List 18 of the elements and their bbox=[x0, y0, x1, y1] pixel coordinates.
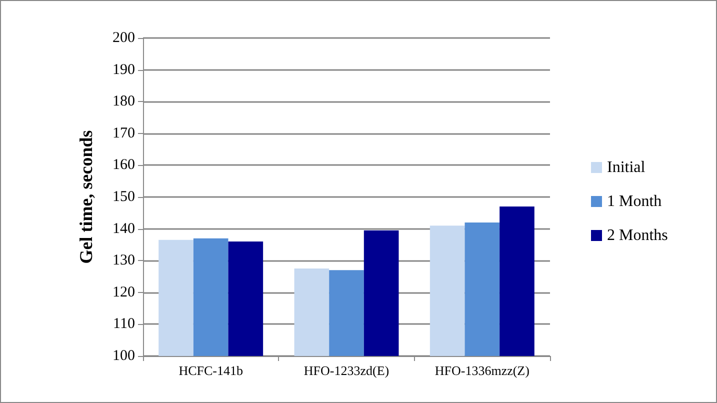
y-tick-label: 100 bbox=[112, 348, 135, 364]
y-tick-label: 200 bbox=[112, 30, 135, 46]
y-tick-label: 110 bbox=[113, 316, 135, 332]
legend-label: 2 Months bbox=[607, 227, 668, 244]
x-tick-label: HFO-1233zd(E) bbox=[304, 363, 390, 378]
x-tick-label: HFO-1336mzz(Z) bbox=[434, 363, 530, 378]
y-tick-label: 160 bbox=[112, 157, 135, 174]
x-tick-label: HCFC-141b bbox=[178, 363, 243, 378]
legend-label: Initial bbox=[607, 159, 646, 176]
y-axis-title: Gel time, seconds bbox=[76, 130, 96, 264]
legend-label: 1 Month bbox=[607, 193, 662, 210]
y-tick-label: 140 bbox=[112, 220, 135, 237]
y-tick-label: 150 bbox=[112, 189, 135, 205]
y-tick-label: 190 bbox=[112, 62, 135, 78]
y-tick-label: 170 bbox=[112, 125, 135, 142]
y-tick-label: 120 bbox=[112, 284, 135, 300]
y-tick-label: 180 bbox=[112, 94, 135, 110]
y-tick-label: 130 bbox=[112, 252, 135, 269]
